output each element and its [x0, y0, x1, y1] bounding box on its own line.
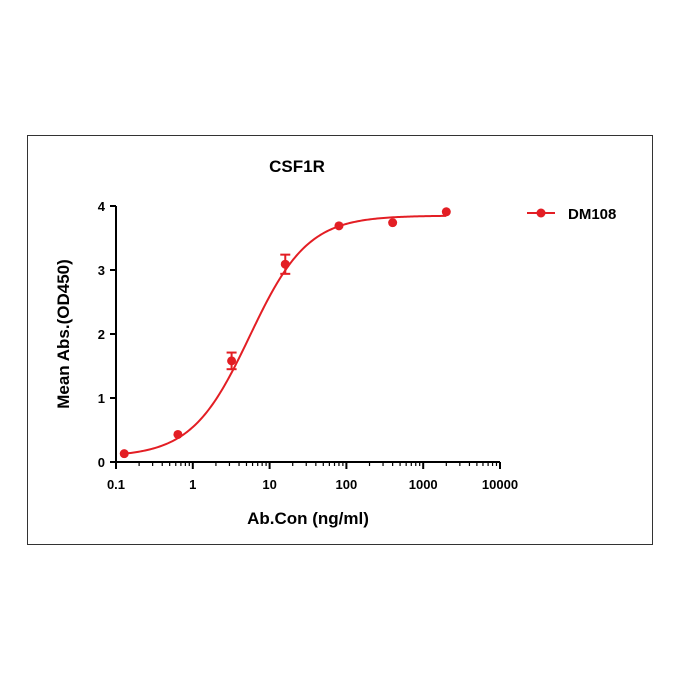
- y-tick-label: 2: [98, 327, 105, 342]
- data-point: [173, 429, 183, 439]
- y-tick-label: 4: [98, 199, 106, 214]
- legend: DM108: [527, 206, 616, 223]
- x-tick-label: 1: [189, 477, 196, 492]
- data-point: [388, 218, 398, 228]
- x-tick-label: 1000: [409, 477, 438, 492]
- data-point: [334, 221, 344, 231]
- data-point: [280, 259, 290, 269]
- tick-labels: 0 1 2 3 4 0.1 1 10 100 1000 10000: [98, 199, 518, 492]
- chart-frame: [27, 135, 653, 545]
- x-tick-label: 0.1: [107, 477, 125, 492]
- data-points: [119, 207, 451, 459]
- x-axis-label: Ab.Con (ng/ml): [247, 509, 369, 528]
- axes: [110, 205, 501, 469]
- x-tick-label: 100: [336, 477, 358, 492]
- x-tick-label: 10: [262, 477, 276, 492]
- y-axis-label: Mean Abs.(OD450): [54, 259, 73, 409]
- legend-marker-dm108: [536, 208, 546, 218]
- data-point: [441, 207, 451, 217]
- data-point: [119, 449, 129, 459]
- x-tick-label: 10000: [482, 477, 518, 492]
- fit-curve-dm108: [124, 214, 447, 455]
- y-tick-label: 0: [98, 455, 105, 470]
- y-tick-label: 1: [98, 391, 105, 406]
- chart-title: CSF1R: [269, 157, 325, 176]
- y-tick-label: 3: [98, 263, 105, 278]
- data-point: [227, 356, 237, 366]
- legend-label-dm108: DM108: [568, 206, 616, 223]
